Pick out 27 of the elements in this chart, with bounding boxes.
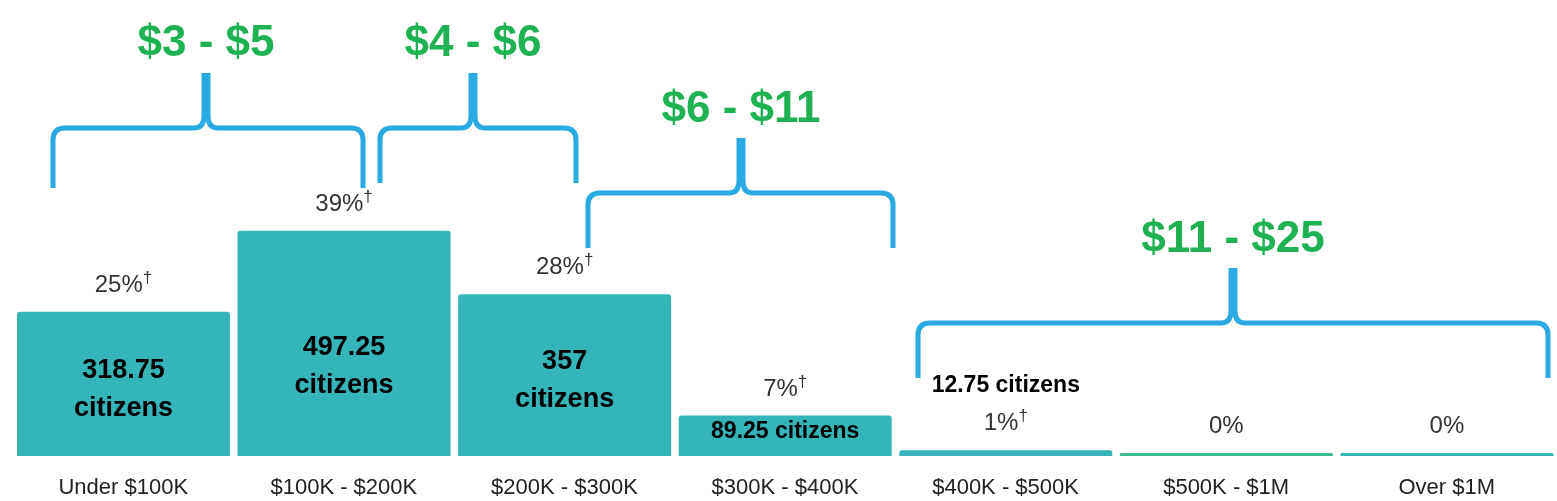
text: $3 - $5 <box>137 16 275 65</box>
data-label: 28%$^{†}$ <box>535 250 594 280</box>
bar <box>237 230 451 456</box>
data-label: 25%$^{†}$ <box>94 267 153 297</box>
annotation: 12.75 citizens <box>931 371 1080 398</box>
bar <box>899 450 1113 456</box>
annotation: 89.25 citizens <box>711 416 860 443</box>
x-tick-label: Under $100K <box>58 473 189 499</box>
bar <box>458 294 672 456</box>
x-tick-label: $400K - $500K <box>932 473 1080 499</box>
text: $6 - $11 <box>661 82 821 131</box>
annotation: 318.75 citizens <box>73 353 174 422</box>
annotation: 497.25 citizens <box>294 331 394 400</box>
x-tick-label: $500K - $1M <box>1163 473 1290 499</box>
x-tick-label: $200K - $300K <box>491 473 639 499</box>
data-label: 7%$^{†}$ <box>763 371 808 401</box>
text: $4 - $6 <box>404 16 542 65</box>
x-tick-label: Over $1M <box>1398 473 1496 499</box>
data-label: 0% <box>1209 411 1244 438</box>
x-tick-label: $300K - $400K <box>711 473 859 499</box>
annotation: 357 citizens <box>515 345 615 414</box>
data-label: 1%$^{†}$ <box>983 406 1028 436</box>
annotation: $11 - $25 <box>1141 212 1325 261</box>
data-label: 39%$^{†}$ <box>315 186 373 216</box>
bar <box>17 311 230 456</box>
data-label: 0% <box>1429 411 1465 438</box>
x-tick-label: $100K - $200K <box>270 473 418 499</box>
